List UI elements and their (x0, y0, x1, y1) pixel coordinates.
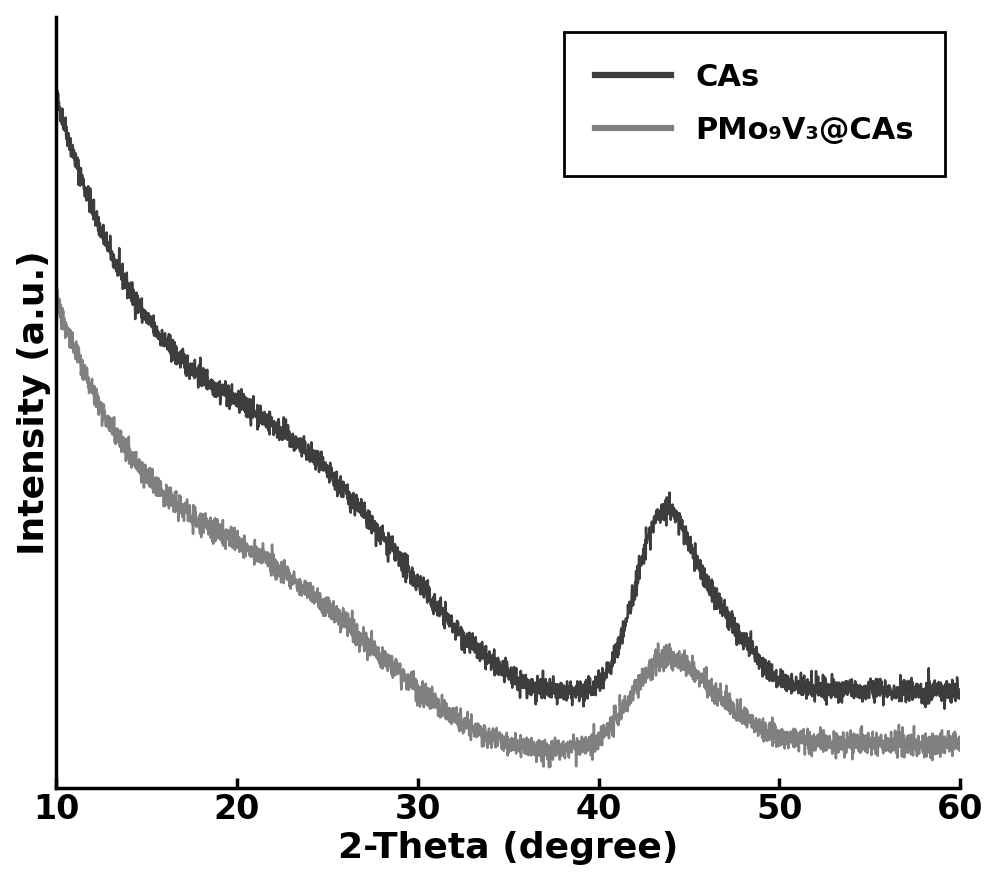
PMo₉V₃@CAs (397, 664, 409, 675)
CAs (954, 687, 966, 698)
Line: PMo₉V₃@CAs: PMo₉V₃@CAs (56, 289, 960, 767)
PMo₉V₃@CAs (207, 539, 219, 549)
PMo₉V₃@CAs (50, 303, 62, 314)
PMo₉V₃@CAs (840, 738, 852, 749)
CAs (397, 572, 409, 582)
PMo₉V₃@CAs (51, 284, 63, 295)
CAs (207, 377, 219, 387)
PMo₉V₃@CAs (154, 477, 166, 488)
Y-axis label: Intensity (a.u.): Intensity (a.u.) (17, 250, 51, 555)
CAs (51, 85, 63, 95)
PMo₉V₃@CAs (954, 745, 966, 756)
CAs (154, 333, 166, 344)
PMo₉V₃@CAs (937, 738, 949, 749)
CAs (938, 704, 950, 714)
CAs (436, 609, 448, 619)
CAs (50, 87, 62, 98)
PMo₉V₃@CAs (543, 762, 555, 773)
CAs (937, 689, 949, 699)
X-axis label: 2-Theta (degree): 2-Theta (degree) (338, 832, 678, 865)
Legend: CAs, PMo₉V₃@CAs: CAs, PMo₉V₃@CAs (564, 32, 945, 176)
PMo₉V₃@CAs (436, 711, 448, 721)
Line: CAs: CAs (56, 90, 960, 709)
CAs (839, 682, 851, 692)
